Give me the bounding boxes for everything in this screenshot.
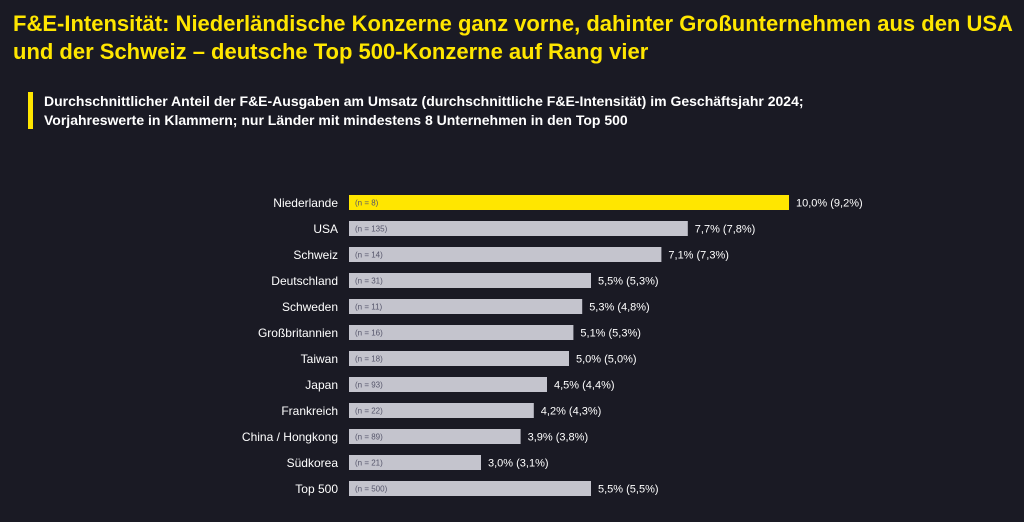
value-label: 5,3% (4,8%) (589, 302, 650, 314)
sample-size-label: (n = 8) (355, 199, 379, 208)
value-label: 7,7% (7,8%) (695, 224, 756, 236)
category-label: Niederlande (273, 196, 338, 210)
value-label: 3,9% (3,8%) (528, 432, 589, 444)
value-label: 5,5% (5,5%) (598, 484, 659, 496)
value-label: 3,0% (3,1%) (488, 458, 549, 470)
value-label: 4,5% (4,4%) (554, 380, 615, 392)
sample-size-label: (n = 21) (355, 459, 383, 468)
category-label: Schweiz (293, 248, 338, 262)
subtitle-line-1: Durchschnittlicher Anteil der F&E-Ausgab… (44, 93, 804, 109)
category-label: Großbritannien (258, 326, 338, 340)
value-label: 7,1% (7,3%) (668, 250, 729, 262)
category-label: USA (313, 222, 338, 236)
subtitle-accent-bar (28, 92, 33, 129)
chart-title: F&E-Intensität: Niederländische Konzerne… (13, 11, 1013, 64)
value-label: 4,2% (4,3%) (541, 406, 602, 418)
sample-size-label: (n = 93) (355, 381, 383, 390)
category-label: Frankreich (281, 404, 338, 418)
bar-8 (349, 403, 534, 418)
bar-11 (349, 481, 591, 496)
bar-1 (349, 221, 688, 236)
bar-6 (349, 351, 569, 366)
bar-3 (349, 273, 591, 288)
bar-0 (349, 195, 789, 210)
value-label: 5,0% (5,0%) (576, 354, 637, 366)
category-label: Deutschland (271, 274, 338, 288)
bar-9 (349, 429, 521, 444)
subtitle-line-2: Vorjahreswerte in Klammern; nur Länder m… (44, 112, 628, 128)
category-label: China / Hongkong (242, 430, 338, 444)
category-label: Südkorea (287, 456, 339, 470)
bar-10 (349, 455, 481, 470)
bar-7 (349, 377, 547, 392)
sample-size-label: (n = 16) (355, 329, 383, 338)
category-label: Japan (305, 378, 338, 392)
bar-2 (349, 247, 662, 262)
sample-size-label: (n = 500) (355, 485, 388, 494)
bar-4 (349, 299, 583, 314)
category-label: Schweden (282, 300, 338, 314)
sample-size-label: (n = 22) (355, 407, 383, 416)
sample-size-label: (n = 135) (355, 225, 388, 234)
bar-5 (349, 325, 574, 340)
value-label: 5,1% (5,3%) (580, 328, 641, 340)
category-label: Top 500 (295, 482, 338, 496)
sample-size-label: (n = 11) (355, 303, 383, 312)
sample-size-label: (n = 18) (355, 355, 383, 364)
value-label: 10,0% (9,2%) (796, 198, 863, 210)
sample-size-label: (n = 89) (355, 433, 383, 442)
category-label: Taiwan (301, 352, 338, 366)
sample-size-label: (n = 31) (355, 277, 383, 286)
value-label: 5,5% (5,3%) (598, 276, 659, 288)
chart-subtitle: Durchschnittlicher Anteil der F&E-Ausgab… (44, 92, 1004, 130)
sample-size-label: (n = 14) (355, 251, 383, 260)
